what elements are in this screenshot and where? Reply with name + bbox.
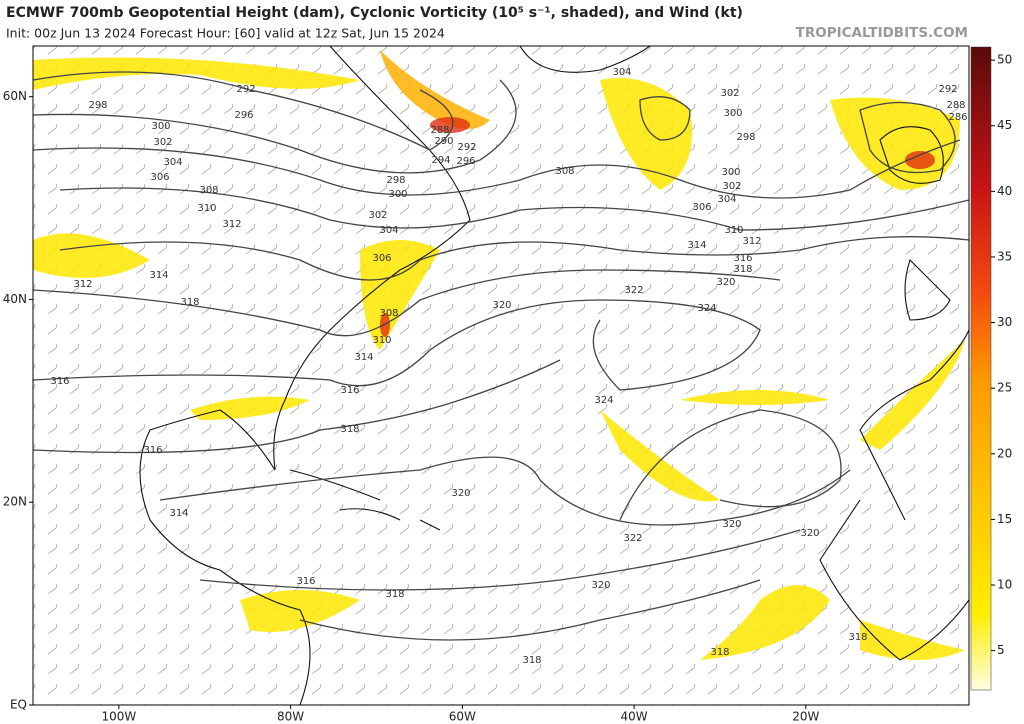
contour-label: 308 — [199, 185, 218, 196]
colorbar-tick-label: 20 — [997, 446, 1012, 460]
contour-label: 316 — [340, 385, 359, 396]
contour-label: 320 — [722, 519, 741, 530]
contour-label: 320 — [716, 277, 735, 288]
contour-label: 304 — [717, 194, 736, 205]
colorbar-tick-label: 45 — [997, 118, 1012, 132]
contour-label: 288 — [946, 100, 965, 111]
site-name: TROPICALTIDBITS.COM — [796, 25, 968, 41]
contour-label: 318 — [848, 632, 867, 643]
contour-label: 318 — [385, 589, 404, 600]
contour-label: 300 — [151, 121, 170, 132]
map-area: 2983003023043063083103123143123183163163… — [33, 46, 969, 705]
contour-label: 308 — [555, 166, 574, 177]
contour-label: 306 — [150, 172, 169, 183]
contour-label: 314 — [149, 270, 168, 281]
contour-label: 302 — [368, 210, 387, 221]
contour-label: 324 — [594, 395, 613, 406]
contour-label: 292 — [457, 142, 476, 153]
coastlines — [139, 46, 969, 705]
colorbar-tick-label: 30 — [997, 315, 1012, 329]
contour-label: 312 — [73, 279, 92, 290]
colorbar-tick-label: 5 — [997, 643, 1005, 657]
contour-label: 294 — [431, 155, 450, 166]
contour-label: 296 — [234, 110, 253, 121]
contour-label: 320 — [591, 580, 610, 591]
lat-tick-label: 40N — [3, 292, 27, 306]
contour-label: 296 — [456, 156, 475, 167]
contour-label: 324 — [697, 303, 716, 314]
contour-label: 314 — [169, 508, 188, 519]
contour-label: 298 — [386, 175, 405, 186]
lat-tick-label: 60N — [3, 89, 27, 103]
contour-label: 298 — [88, 100, 107, 111]
contour-label: 286 — [948, 112, 967, 123]
contour-label: 318 — [522, 655, 541, 666]
lon-tick-label: 60W — [449, 710, 476, 724]
lat-tick-label: 20N — [3, 495, 27, 509]
colorbar — [970, 46, 992, 691]
lat-tick-label: EQ — [10, 698, 27, 712]
contour-label: 306 — [372, 253, 391, 264]
title: ECMWF 700mb Geopotential Height (dam), C… — [6, 5, 743, 21]
lon-tick-label: 100W — [101, 710, 136, 724]
contour-label: 306 — [692, 202, 711, 213]
contour-label: 318 — [733, 264, 752, 275]
colorbar-tick-label: 35 — [997, 249, 1012, 263]
vorticity-peaks — [380, 117, 935, 337]
contour-label: 302 — [153, 137, 172, 148]
contour-label: 316 — [50, 376, 69, 387]
contour-label: 314 — [354, 352, 373, 363]
contour-label: 310 — [372, 335, 391, 346]
contour-label: 300 — [721, 167, 740, 178]
contour-label: 304 — [612, 67, 631, 78]
contour-label: 312 — [742, 236, 761, 247]
contour-label: 318 — [180, 297, 199, 308]
contour-label: 322 — [623, 533, 642, 544]
contour-label: 300 — [723, 108, 742, 119]
contour-label: 312 — [222, 219, 241, 230]
contour-label: 302 — [722, 181, 741, 192]
contour-label: 316 — [143, 445, 162, 456]
contour-label: 292 — [938, 84, 957, 95]
contour-labels: 2983003023043063083103123143123183163163… — [50, 67, 967, 666]
contour-label: 308 — [379, 308, 398, 319]
height-contours — [33, 71, 969, 641]
contour-label: 320 — [800, 528, 819, 539]
contour-label: 322 — [624, 285, 643, 296]
contour-label: 320 — [451, 488, 470, 499]
lon-tick-label: 20W — [792, 710, 819, 724]
contour-label: 288 — [430, 125, 449, 136]
map-frame — [32, 45, 970, 706]
contour-label: 290 — [434, 136, 453, 147]
colorbar-tick-label: 50 — [997, 53, 1012, 67]
colorbar-tick-label: 10 — [997, 578, 1012, 592]
lon-tick-label: 40W — [621, 710, 648, 724]
contour-label: 310 — [197, 203, 216, 214]
subtitle: Init: 00z Jun 13 2024 Forecast Hour: [60… — [6, 26, 445, 41]
lon-tick-label: 80W — [277, 710, 304, 724]
contour-label: 318 — [710, 647, 729, 658]
contour-label: 300 — [388, 189, 407, 200]
contour-label: 318 — [340, 424, 359, 435]
contour-label: 302 — [720, 88, 739, 99]
contour-label: 298 — [736, 132, 755, 143]
colorbar-tick-label: 25 — [997, 381, 1012, 395]
contour-label: 314 — [687, 240, 706, 251]
contour-label: 292 — [236, 84, 255, 95]
contour-label: 304 — [379, 225, 398, 236]
colorbar-tick-label: 15 — [997, 512, 1012, 526]
colorbar-tick-label: 40 — [997, 184, 1012, 198]
contour-label: 320 — [492, 300, 511, 311]
contour-label: 310 — [724, 225, 743, 236]
contour-label: 316 — [296, 576, 315, 587]
contour-label: 316 — [733, 253, 752, 264]
contour-label: 304 — [163, 157, 182, 168]
